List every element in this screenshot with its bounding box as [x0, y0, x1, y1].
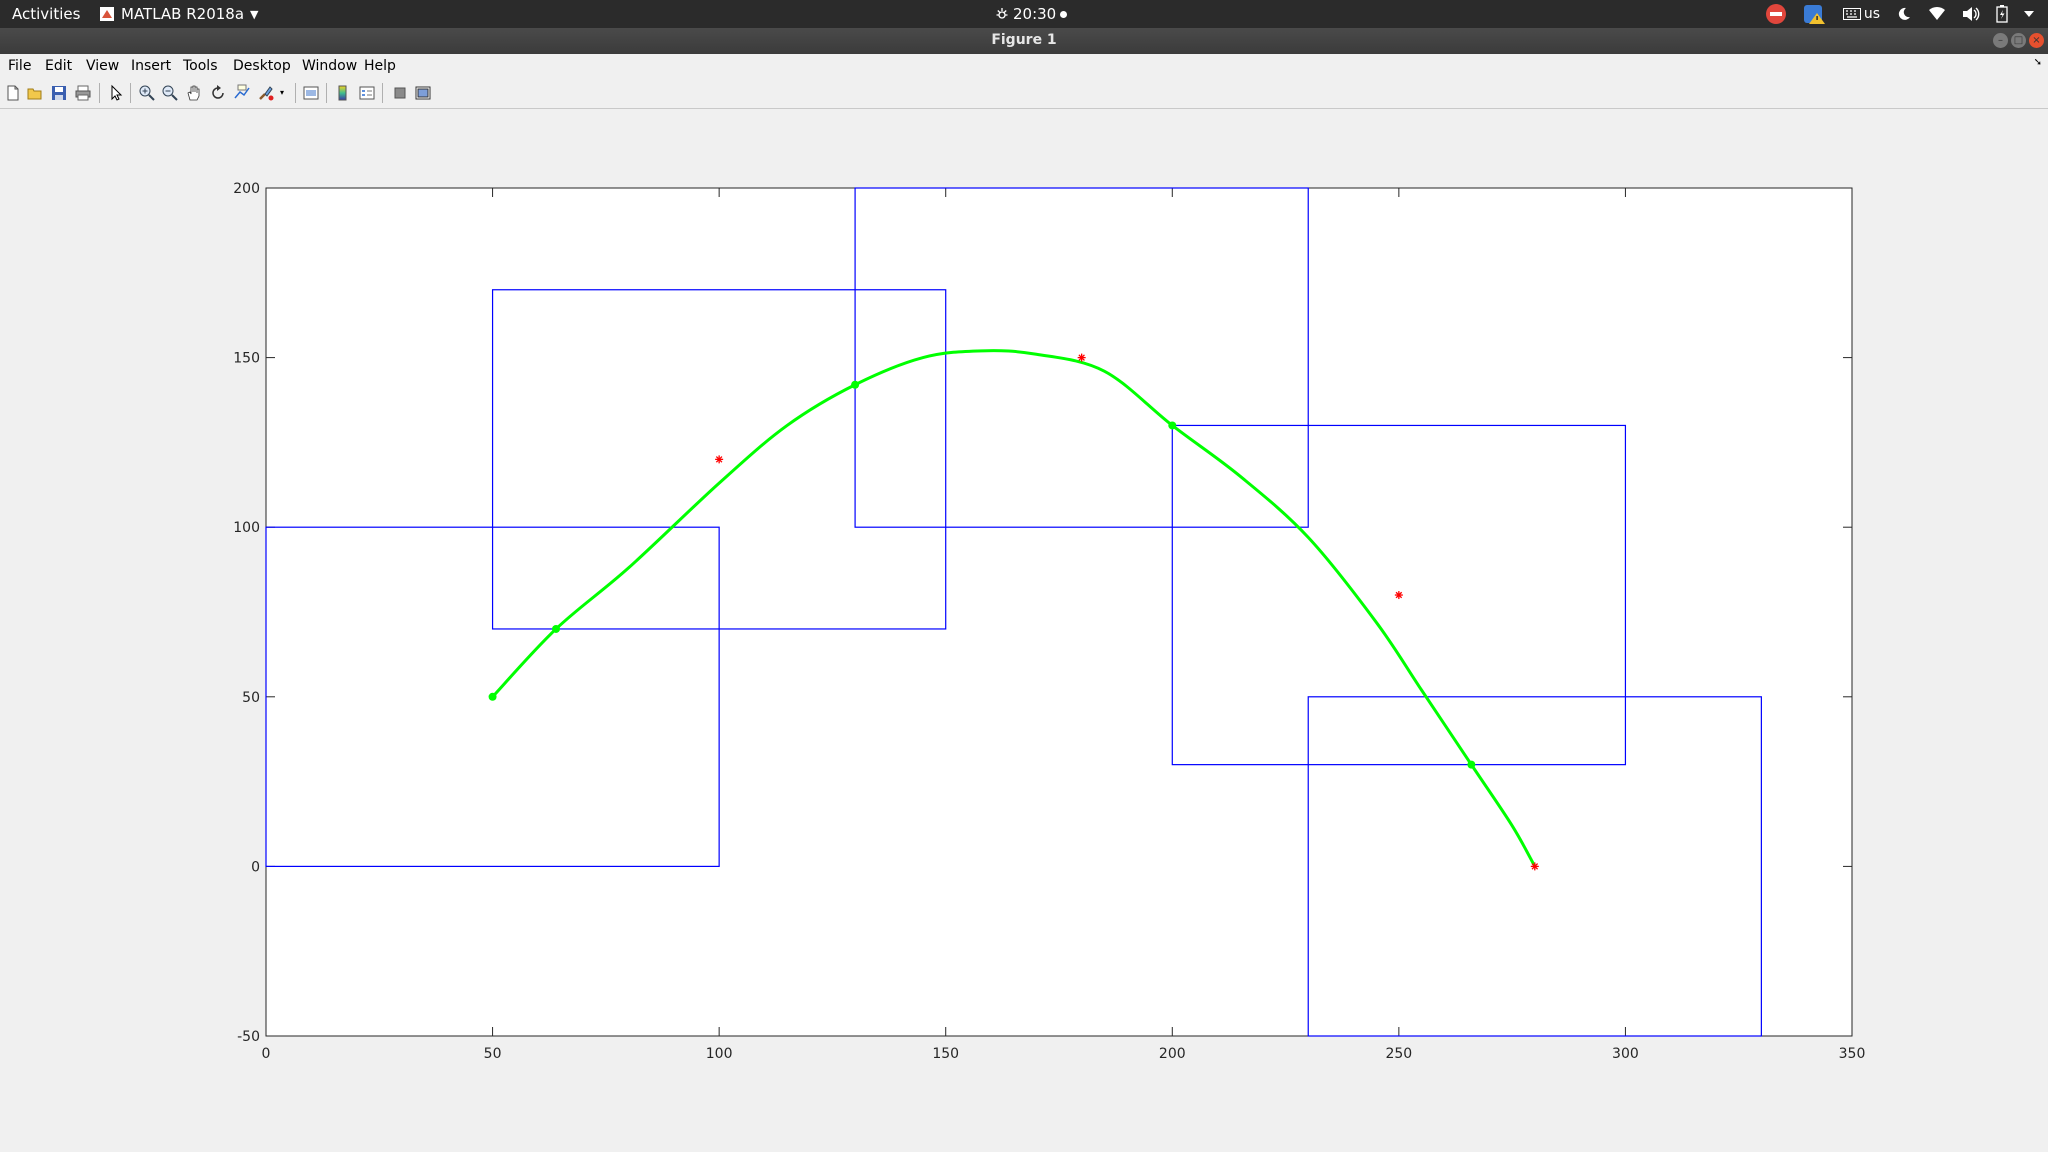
x-tick-label: 200: [1159, 1046, 1186, 1062]
brush-dropdown-icon[interactable]: ▾: [280, 88, 285, 97]
keyboard-layout-label: us: [1863, 6, 1880, 22]
link-plot-icon[interactable]: [302, 84, 320, 102]
red-marker: [1077, 353, 1086, 362]
do-not-disturb-icon[interactable]: [1765, 3, 1787, 25]
maximize-icon: □: [2013, 34, 2024, 46]
toolbar-separator: [130, 83, 131, 103]
x-tick-label: 0: [262, 1046, 271, 1062]
menu-desktop[interactable]: Desktop: [233, 58, 291, 74]
activities-button[interactable]: Activities: [12, 5, 81, 23]
x-tick-label: 350: [1839, 1046, 1866, 1062]
wifi-icon[interactable]: [1928, 3, 1946, 25]
night-light-icon[interactable]: [1896, 3, 1912, 25]
rotate-3d-icon[interactable]: [209, 84, 227, 102]
pan-hand-icon[interactable]: [185, 84, 203, 102]
y-tick-label: 50: [242, 690, 260, 706]
keyboard-icon: [1842, 8, 1861, 20]
minimize-icon: –: [1998, 34, 2003, 46]
window-title-bar[interactable]: Figure 1 – □ ×: [0, 28, 2048, 54]
menu-window[interactable]: Window: [302, 58, 358, 74]
rectangles-group: [265, 187, 1762, 1037]
y-tick-label: 200: [233, 181, 260, 197]
curve-point: [1467, 760, 1476, 769]
rectangle-2: [491, 289, 947, 630]
update-notifier-icon[interactable]: [1803, 3, 1827, 25]
hide-plot-tools-icon[interactable]: [391, 84, 409, 102]
menu-tools[interactable]: Tools: [183, 58, 218, 74]
battery-icon[interactable]: [1996, 3, 2008, 25]
menu-file[interactable]: File: [8, 58, 32, 74]
toolbar-separator: [382, 83, 383, 103]
y-tick-label: -50: [237, 1029, 260, 1045]
show-plot-tools-icon[interactable]: [414, 84, 432, 102]
y-tick-label: 100: [233, 520, 260, 536]
menu-insert[interactable]: Insert: [131, 58, 172, 74]
axes-background: [265, 187, 1853, 1037]
toolbar-separator: [99, 83, 100, 103]
curve-point: [1168, 421, 1177, 430]
brush-icon[interactable]: [257, 84, 275, 102]
dock-figure-arrow-icon[interactable]: ➘: [2033, 57, 2042, 68]
rectangle-3: [854, 187, 1309, 528]
close-button[interactable]: ×: [2029, 33, 2044, 48]
rectangle-4: [1171, 424, 1627, 766]
open-file-icon[interactable]: [26, 84, 44, 102]
top-bar: Activities MATLAB R2018a ▼ 20:30: [0, 0, 2048, 28]
new-figure-icon[interactable]: [4, 84, 22, 102]
curve-group: [488, 349, 1537, 868]
save-icon[interactable]: [50, 84, 68, 102]
red-markers-group: [715, 353, 1539, 871]
app-name: MATLAB R2018a: [121, 5, 245, 23]
app-menu-button[interactable]: MATLAB R2018a ▼: [100, 5, 258, 23]
x-tick-label: 50: [484, 1046, 502, 1062]
maximize-button[interactable]: □: [2011, 33, 2026, 48]
clock-button[interactable]: 20:30: [995, 5, 1068, 23]
sun-icon: [996, 8, 1008, 19]
chevron-down-icon: ▼: [250, 7, 259, 21]
window-title: Figure 1: [991, 32, 1057, 48]
close-icon: ×: [2032, 34, 2041, 46]
red-marker: [1530, 862, 1539, 871]
minimize-button[interactable]: –: [1993, 33, 2008, 48]
system-menu-chevron-icon[interactable]: [2024, 3, 2034, 25]
system-tray: us: [1749, 3, 2034, 25]
print-icon[interactable]: [74, 84, 92, 102]
colorbar-icon[interactable]: [334, 84, 352, 102]
y-tick-label: 150: [233, 351, 260, 367]
edit-plot-arrow-icon[interactable]: [107, 84, 125, 102]
notification-dot-icon: [1060, 10, 1068, 18]
menu-bar: File Edit View Insert Tools Desktop Wind…: [0, 54, 2048, 78]
red-marker: [1394, 591, 1403, 600]
x-tick-label: 250: [1385, 1046, 1412, 1062]
red-marker: [715, 455, 724, 464]
x-tick-label: 150: [932, 1046, 959, 1062]
curve-point: [851, 380, 860, 389]
clock-time: 20:30: [1013, 5, 1057, 23]
x-tick-label: 300: [1612, 1046, 1639, 1062]
menu-view[interactable]: View: [86, 58, 120, 74]
figure-toolbar: ▾: [0, 78, 2048, 109]
zoom-out-icon[interactable]: [161, 84, 179, 102]
y-tick-label: 0: [251, 859, 260, 875]
keyboard-layout-button[interactable]: us: [1842, 3, 1880, 25]
legend-icon[interactable]: [358, 84, 376, 102]
data-cursor-icon[interactable]: [233, 84, 251, 102]
x-tick-label: 100: [706, 1046, 733, 1062]
volume-icon[interactable]: [1962, 3, 1980, 25]
matlab-logo-icon: [100, 7, 114, 21]
axis-ticks: [265, 187, 1853, 1037]
curve-point: [552, 624, 561, 633]
menu-help[interactable]: Help: [364, 58, 396, 74]
zoom-in-icon[interactable]: [138, 84, 156, 102]
figure-canvas[interactable]: 0 50 100 150 200 250 300 350 -50 0 50 100 150 200: [0, 109, 2048, 1152]
green-curve: [491, 349, 1537, 868]
menu-edit[interactable]: Edit: [45, 58, 73, 74]
rectangle-5: [1307, 696, 1762, 1037]
toolbar-separator: [326, 83, 327, 103]
curve-point: [488, 692, 497, 701]
toolbar-separator: [295, 83, 296, 103]
